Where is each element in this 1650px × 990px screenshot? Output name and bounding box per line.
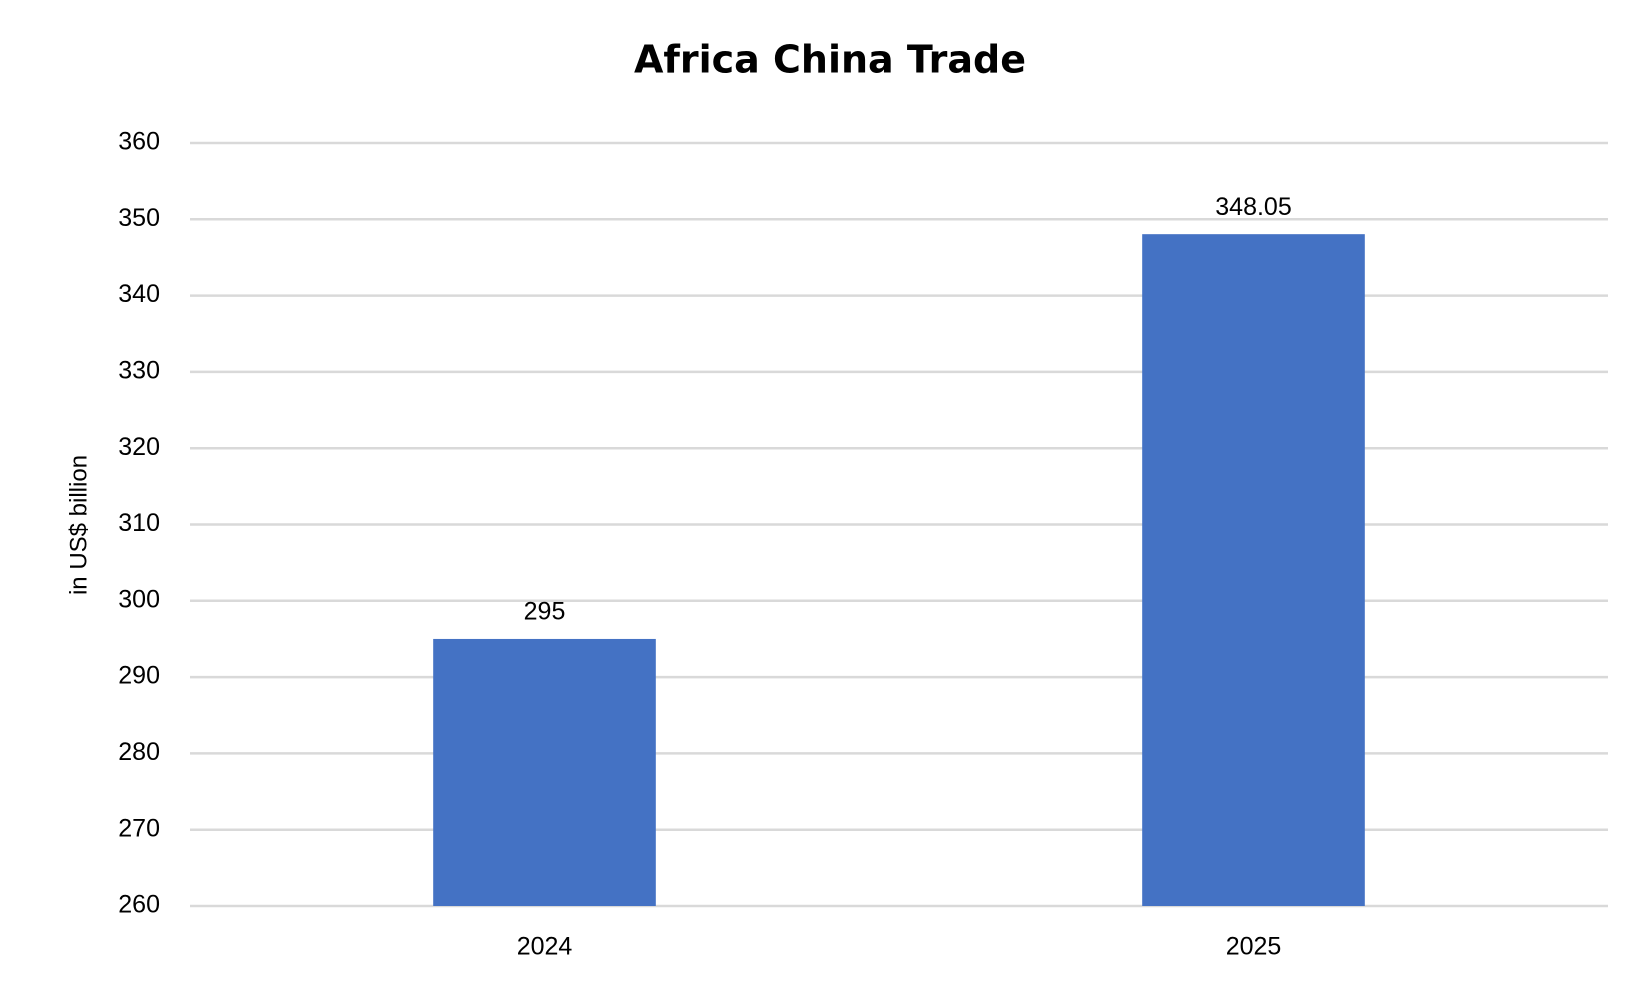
y-tick-label: 320 (118, 433, 160, 461)
y-tick-label: 340 (118, 280, 160, 308)
value-label: 348.05 (1215, 193, 1291, 221)
x-tick-label: 2024 (517, 933, 573, 961)
y-tick-label: 290 (118, 662, 160, 690)
value-label: 295 (524, 598, 566, 626)
y-tick-label: 270 (118, 814, 160, 842)
y-tick-label: 260 (118, 891, 160, 919)
bar (1142, 234, 1365, 907)
y-tick-label: 280 (118, 738, 160, 766)
y-tick-label: 330 (118, 357, 160, 385)
chart-title: Africa China Trade (634, 38, 1026, 82)
y-tick-label: 350 (118, 204, 160, 232)
y-tick-label: 360 (118, 128, 160, 156)
y-tick-label: 310 (118, 509, 160, 537)
y-axis-label: in US$ billion (65, 455, 92, 595)
x-tick-label: 2025 (1226, 933, 1282, 961)
bar (433, 638, 656, 906)
y-tick-label: 300 (118, 585, 160, 613)
